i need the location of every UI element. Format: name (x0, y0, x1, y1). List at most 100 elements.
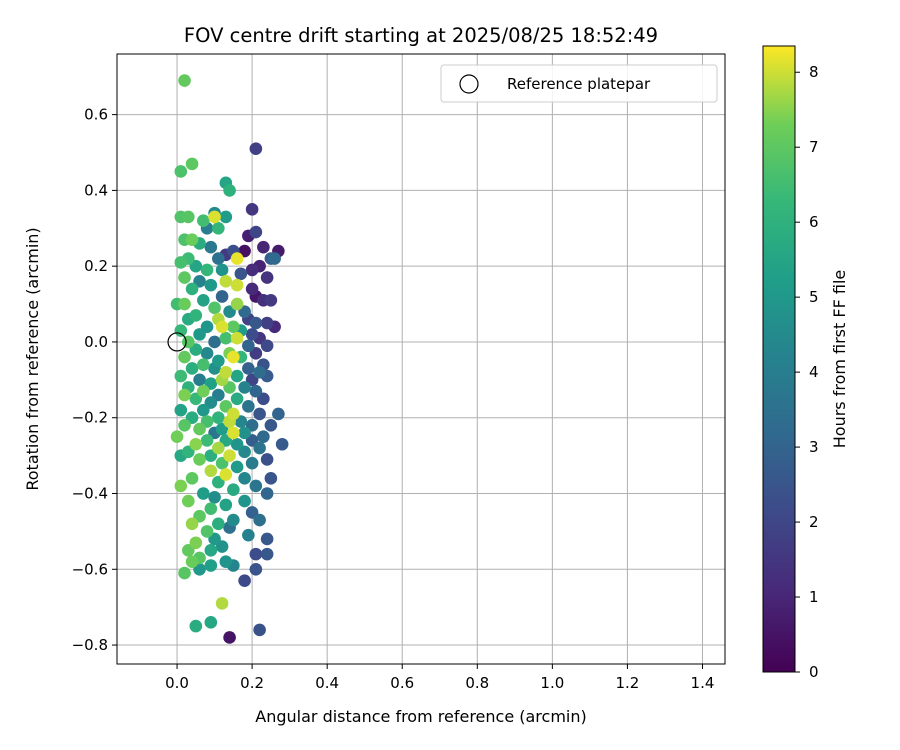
data-point (197, 403, 210, 417)
colorbar-tick-label: 7 (809, 138, 819, 156)
data-point (227, 350, 240, 364)
data-point (223, 631, 236, 644)
data-point (182, 335, 195, 349)
legend: Reference platepar (440, 64, 718, 103)
data-point (227, 513, 240, 527)
reference-platepar-marker (167, 332, 187, 352)
data-point (249, 316, 263, 330)
colorbar (762, 45, 796, 673)
legend-reference-marker (459, 74, 479, 94)
x-tick-label: 1.2 (615, 674, 639, 692)
data-point (189, 619, 203, 633)
data-point (245, 456, 259, 470)
data-point (208, 210, 221, 224)
x-tick-label: 0.4 (315, 674, 339, 692)
colorbar-tick-label: 5 (809, 288, 819, 306)
data-point (272, 407, 285, 421)
data-point (253, 623, 266, 637)
x-tick-label: 1.4 (691, 674, 715, 692)
data-point (178, 419, 191, 432)
data-point (200, 347, 214, 360)
data-point (260, 453, 274, 466)
data-point (219, 365, 233, 379)
data-point (215, 597, 229, 610)
data-point (185, 517, 199, 531)
data-point (174, 479, 188, 493)
x-tick-label: 0.2 (240, 674, 264, 692)
data-point (204, 240, 218, 254)
data-point (200, 525, 214, 538)
data-point (260, 316, 274, 330)
colorbar-ticks: 0 1 2 3 4 5 6 7 8 (795, 63, 819, 681)
data-point (253, 365, 266, 379)
data-point (215, 320, 229, 334)
colorbar-tick-label: 1 (809, 588, 819, 606)
data-point (260, 487, 274, 500)
data-point (242, 362, 255, 375)
data-point (227, 426, 240, 440)
colorbar-tick-label: 8 (809, 63, 819, 81)
data-point (260, 547, 274, 561)
data-point (212, 354, 225, 368)
data-point (227, 483, 240, 497)
data-point (260, 339, 274, 353)
data-point (230, 392, 244, 406)
data-point (178, 566, 191, 580)
data-point (174, 403, 188, 417)
data-point (253, 441, 266, 455)
data-point (249, 384, 263, 398)
data-point (208, 301, 221, 315)
data-point (208, 335, 221, 349)
x-axis-ticks: 0.0 0.2 0.4 0.6 0.8 1.0 1.2 1.4 (165, 664, 714, 692)
data-point (178, 74, 191, 87)
scatter-points (170, 74, 289, 644)
data-point (215, 290, 229, 303)
data-point (204, 616, 218, 629)
data-point (189, 309, 203, 322)
data-point (230, 278, 244, 292)
y-tick-label: 0.2 (84, 257, 108, 275)
y-axis-ticks: −0.8 −0.6 −0.4 −0.2 0.0 0.2 0.4 0.6 (72, 106, 117, 654)
data-point (242, 339, 255, 353)
data-point (230, 331, 244, 345)
y-tick-label: 0.0 (84, 333, 108, 351)
legend-box (440, 64, 718, 103)
data-point (223, 184, 236, 197)
data-point (189, 437, 203, 451)
data-point (238, 381, 251, 394)
data-point (212, 221, 225, 235)
data-point (189, 536, 203, 550)
data-point (238, 426, 251, 440)
data-point (219, 210, 233, 224)
colorbar-tick-label: 6 (809, 213, 819, 231)
data-point (185, 362, 199, 375)
data-point (193, 422, 206, 436)
colorbar-tick-label: 3 (809, 438, 819, 456)
colorbar-tick-label: 2 (809, 513, 819, 531)
data-point (234, 267, 248, 281)
data-point (174, 165, 188, 178)
data-point (230, 460, 244, 474)
data-point (249, 562, 263, 576)
data-point (245, 328, 259, 341)
y-axis-label: Rotation from reference (arcmin) (23, 227, 42, 490)
data-point (238, 494, 251, 508)
y-tick-label: −0.8 (72, 636, 108, 654)
data-point (197, 293, 210, 307)
x-axis-label: Angular distance from reference (arcmin) (255, 707, 586, 726)
data-point (178, 388, 191, 402)
data-point (182, 210, 195, 224)
data-point (242, 400, 255, 413)
chart-title: FOV centre drift starting at 2025/08/25 … (184, 24, 658, 47)
data-point (212, 252, 225, 265)
data-point (219, 275, 233, 288)
data-point (193, 373, 206, 387)
x-tick-label: 1.0 (540, 674, 564, 692)
data-point (200, 434, 214, 447)
data-point (223, 449, 236, 462)
data-point (212, 411, 225, 425)
x-tick-label: 0.0 (165, 674, 189, 692)
x-tick-label: 0.6 (390, 674, 414, 692)
data-point (275, 437, 289, 451)
